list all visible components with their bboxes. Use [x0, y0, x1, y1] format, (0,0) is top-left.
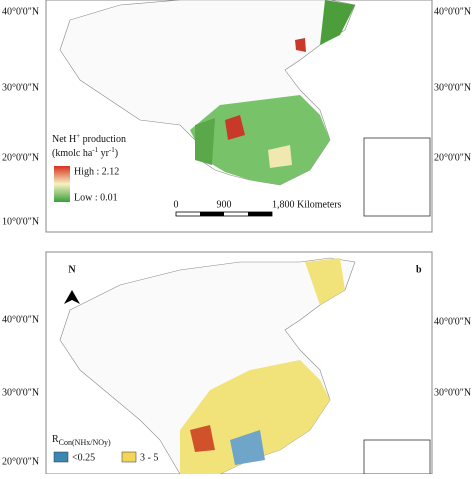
legend-title-part: Con(NHx/NOy)	[59, 438, 111, 447]
lat-label: 30°0'0"N	[434, 82, 471, 93]
panel-b: N b 40°0'0"N 30°0'0"N 20°0'0"N 40°0'0"N …	[2, 251, 471, 475]
lat-label: 30°0'0"N	[434, 387, 471, 398]
legend-colorbar	[54, 166, 70, 202]
lat-label: 20°0'0"N	[2, 152, 39, 163]
legend-swatch	[121, 451, 137, 463]
ratio-area	[230, 430, 265, 465]
north-label: N	[68, 264, 76, 275]
north-arrow	[64, 290, 80, 304]
lat-label: 20°0'0"N	[2, 456, 39, 467]
lat-label: 30°0'0"N	[2, 82, 39, 93]
production-area	[320, 0, 355, 45]
legend-title-part: (kmolc ha	[52, 148, 93, 159]
legend-item: <0.25	[72, 452, 95, 463]
legend-title: (kmolc ha-1 yr-1)	[52, 146, 118, 160]
hotspot	[190, 425, 215, 452]
lat-label: 40°0'0"N	[434, 316, 471, 327]
scale-label: 900	[217, 199, 232, 210]
ratio-area	[305, 258, 345, 305]
hotspot	[225, 115, 245, 140]
scale-bar	[200, 212, 224, 216]
legend-title-part: -1	[92, 146, 98, 154]
panel-letter: b	[416, 264, 422, 275]
lat-label: 40°0'0"N	[2, 6, 39, 17]
legend-low: Low : 0.01	[74, 192, 118, 203]
lat-label: 40°0'0"N	[434, 6, 471, 17]
lat-label: 30°0'0"N	[2, 387, 39, 398]
lat-label: 10°0'0"N	[2, 216, 39, 227]
legend-title-part: +	[76, 132, 80, 140]
scale-label: 1,800 Kilometers	[272, 199, 342, 210]
legend-title: RCon(NHx/NOy)	[52, 434, 111, 447]
production-area	[190, 95, 330, 185]
lat-label: 40°0'0"N	[2, 314, 39, 325]
legend-title-part: -1	[109, 146, 115, 154]
lat-label: 20°0'0"N	[434, 152, 471, 163]
inset-map	[363, 137, 431, 217]
legend-title-part: Net H	[52, 134, 76, 145]
legend-swatch	[53, 451, 69, 463]
hotspot	[295, 38, 306, 52]
legend-item: 3 - 5	[140, 452, 158, 463]
scale-label: 0	[174, 199, 179, 210]
legend-title-part: )	[115, 148, 118, 159]
legend-title-part: yr	[98, 148, 110, 159]
inset-map	[363, 439, 431, 475]
ratio-area	[180, 360, 330, 474]
legend-title-part: R	[52, 434, 59, 445]
production-area	[195, 118, 215, 165]
panel-a: 40°0'0"N 30°0'0"N 20°0'0"N 10°0'0"N 40°0…	[2, 0, 471, 233]
legend-title-part: production	[80, 134, 126, 145]
production-area	[268, 145, 292, 168]
scale-bar	[248, 212, 272, 216]
legend-high: High : 2.12	[74, 166, 119, 177]
legend-title: Net H+ production	[52, 132, 126, 146]
